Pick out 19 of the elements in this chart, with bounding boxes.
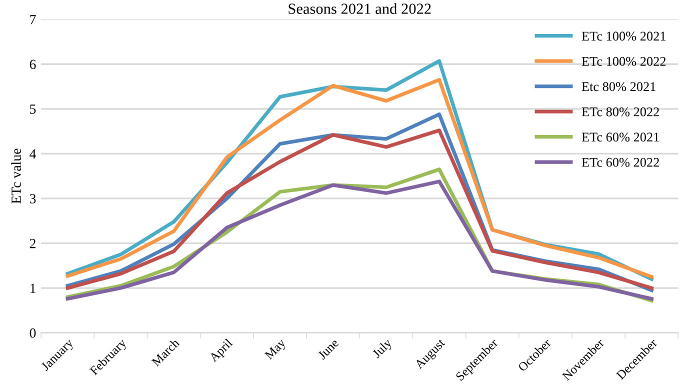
x-tick-label: July: [372, 338, 394, 360]
y-tick-label: 0: [30, 328, 36, 338]
legend-label: ETc 80% 2022: [582, 107, 659, 116]
y-tick-label: 3: [30, 194, 36, 204]
legend-label: Etc 80% 2021: [582, 82, 656, 92]
legend-label: ETc 60% 2022: [582, 158, 659, 167]
y-tick-label: 5: [30, 104, 36, 114]
y-tick-label: 1: [30, 284, 36, 293]
x-tick-label: June: [317, 338, 339, 360]
legend-label: ETc 100% 2021: [582, 32, 666, 41]
y-tick-label: 6: [30, 60, 36, 70]
y-axis-title: ETc value: [11, 148, 21, 204]
legend-label: ETc 100% 2022: [582, 56, 666, 66]
y-tick-label: 4: [30, 149, 36, 159]
legend-label: ETc 60% 2021: [582, 132, 659, 142]
x-tick-label: May: [264, 338, 288, 362]
y-tick-label: 2: [30, 238, 36, 248]
y-tick-label: 7: [30, 15, 36, 24]
chart-title: Seasons 2021 and 2022: [288, 3, 431, 14]
